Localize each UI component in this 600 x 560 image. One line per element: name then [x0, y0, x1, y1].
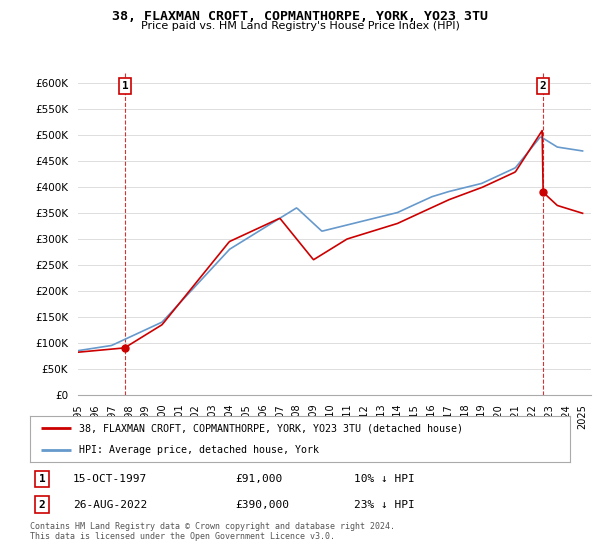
- Text: Price paid vs. HM Land Registry's House Price Index (HPI): Price paid vs. HM Land Registry's House …: [140, 21, 460, 31]
- Text: 38, FLAXMAN CROFT, COPMANTHORPE, YORK, YO23 3TU (detached house): 38, FLAXMAN CROFT, COPMANTHORPE, YORK, Y…: [79, 423, 463, 433]
- Text: 2: 2: [38, 500, 45, 510]
- Text: Contains HM Land Registry data © Crown copyright and database right 2024.
This d: Contains HM Land Registry data © Crown c…: [30, 522, 395, 542]
- Text: 38, FLAXMAN CROFT, COPMANTHORPE, YORK, YO23 3TU: 38, FLAXMAN CROFT, COPMANTHORPE, YORK, Y…: [112, 10, 488, 23]
- Text: 26-AUG-2022: 26-AUG-2022: [73, 500, 148, 510]
- Text: 10% ↓ HPI: 10% ↓ HPI: [354, 474, 415, 484]
- Text: HPI: Average price, detached house, York: HPI: Average price, detached house, York: [79, 445, 319, 455]
- Text: £91,000: £91,000: [235, 474, 283, 484]
- Text: £390,000: £390,000: [235, 500, 289, 510]
- Text: 2: 2: [539, 81, 547, 91]
- Text: 1: 1: [122, 81, 128, 91]
- Text: 15-OCT-1997: 15-OCT-1997: [73, 474, 148, 484]
- Text: 1: 1: [38, 474, 45, 484]
- Text: 23% ↓ HPI: 23% ↓ HPI: [354, 500, 415, 510]
